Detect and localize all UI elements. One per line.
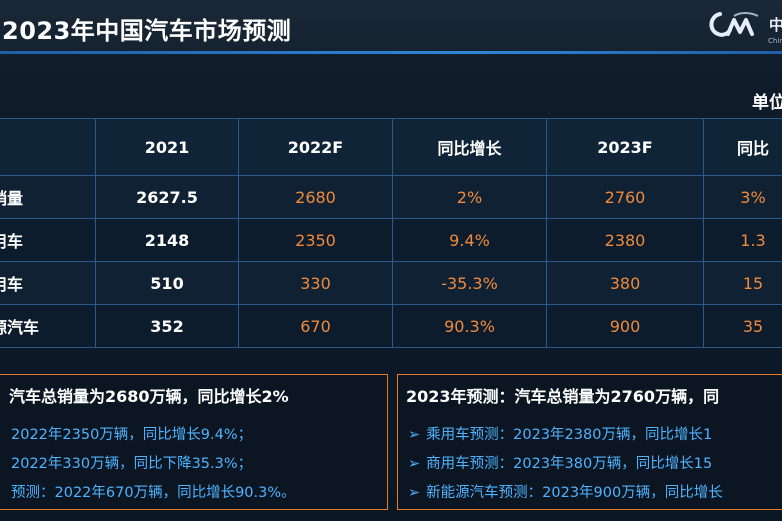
table-row: 销量 2627.5 2680 2% 2760 3% (0, 175, 782, 219)
header-divider (0, 51, 782, 54)
cam-logo-icon (709, 12, 759, 37)
summary-line: 商用车预测：2023年380万辆，同比增长15 (426, 456, 713, 472)
table-cell: 352 (95, 304, 239, 348)
table-cell: 15 (703, 261, 782, 305)
arrow-bullet-icon: ➢ (408, 427, 421, 443)
logo-subtext: China (768, 37, 782, 45)
table-row: 用车 510 330 -35.3% 380 15 (0, 261, 782, 305)
table-cell: 2350 (238, 218, 393, 262)
logo-text: 中 (769, 16, 782, 34)
forecast-table: 2021 2022F 同比增长 2023F 同比 销量 2627.5 2680 … (0, 118, 782, 348)
table-cell: 670 (238, 304, 393, 348)
table-row: 源汽车 352 670 90.3% 900 35 (0, 304, 782, 348)
summary-bullet: ➢ 商用车预测：2023年380万辆，同比增长15 (408, 452, 712, 473)
summary-line: 新能源汽车预测：2023年900万辆，同比增长 (426, 485, 723, 501)
brand-logo: 中 China (706, 10, 782, 46)
table-cell: 2760 (546, 175, 704, 219)
column-header: 同比增长 (392, 118, 547, 176)
table-cell: 35 (703, 304, 782, 348)
table-header-row: 2021 2022F 同比增长 2023F 同比 (0, 118, 782, 176)
table-cell: 900 (546, 304, 704, 348)
table-cell: 90.3% (392, 304, 547, 348)
row-label: 源汽车 (0, 304, 96, 348)
slide-title: 2023年中国汽车市场预测 (2, 17, 292, 45)
summary-heading: 汽车总销量为2680万辆，同比增长2% (9, 387, 289, 406)
summary-box-2023: 2023年预测：汽车总销量为2760万辆，同 ➢ 乘用车预测：2023年2380万… (397, 374, 782, 510)
summary-line: 预测：2022年670万辆，同比增长90.3%。 (11, 485, 296, 501)
table-cell: 510 (95, 261, 239, 305)
slide-header: 2023年中国汽车市场预测 中 China (0, 0, 782, 54)
summary-bullet: ➢ 乘用车预测：2023年2380万辆，同比增长1 (408, 423, 712, 444)
column-header: 同比 (703, 118, 782, 176)
table-cell: 2380 (546, 218, 704, 262)
table-cell: 2148 (95, 218, 239, 262)
table-row: 用车 2148 2350 9.4% 2380 1.3 (0, 218, 782, 262)
summary-line: 2022年2350万辆，同比增长9.4%； (11, 427, 253, 443)
arrow-bullet-icon: ➢ (408, 485, 421, 501)
summary-box-2022: 汽车总销量为2680万辆，同比增长2% 2022年2350万辆，同比增长9.4%… (0, 374, 388, 510)
row-label: 用车 (0, 218, 96, 262)
table-cell: 2680 (238, 175, 393, 219)
table-cell: 9.4% (392, 218, 547, 262)
table-cell: 380 (546, 261, 704, 305)
table-cell: 330 (238, 261, 393, 305)
unit-label: 单位 (752, 93, 782, 113)
column-header: 2021 (95, 118, 239, 176)
column-header: 2022F (238, 118, 393, 176)
table-cell: 2% (392, 175, 547, 219)
summary-heading: 2023年预测：汽车总销量为2760万辆，同 (406, 387, 720, 406)
summary-bullet: ➢ 新能源汽车预测：2023年900万辆，同比增长 (408, 481, 723, 502)
table-cell: 3% (703, 175, 782, 219)
summary-line: 乘用车预测：2023年2380万辆，同比增长1 (426, 427, 713, 443)
row-label: 销量 (0, 175, 96, 219)
arrow-bullet-icon: ➢ (408, 456, 421, 472)
table-cell: -35.3% (392, 261, 547, 305)
row-label: 用车 (0, 261, 96, 305)
column-header: 2023F (546, 118, 704, 176)
table-cell: 1.3 (703, 218, 782, 262)
summary-line: 2022年330万辆，同比下降35.3%； (11, 456, 253, 472)
table-cell: 2627.5 (95, 175, 239, 219)
column-header (0, 118, 96, 176)
